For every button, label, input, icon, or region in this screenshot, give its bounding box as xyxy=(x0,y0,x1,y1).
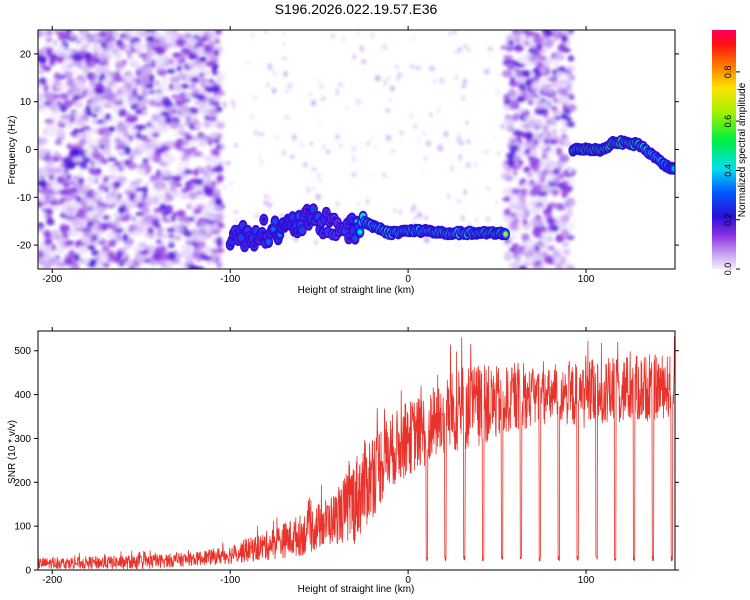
snr-y-tick-label: 400 xyxy=(14,390,31,401)
colorbar-tick-label: 0.8 xyxy=(723,66,733,79)
spectrogram-x-tick-label: 0 xyxy=(405,274,411,285)
snr-y-tick-label: 500 xyxy=(14,346,31,357)
colorbar: 0.0 0.2 0.4 0.6 0.8 Normalized spectral ampl… xyxy=(712,30,748,275)
snr-x-tick-label: 0 xyxy=(405,575,411,586)
spectrogram-x-ticks: -200 -100 0 100 xyxy=(42,26,595,285)
spectrogram-y-tick-label: 0 xyxy=(25,145,31,156)
colorbar-gradient xyxy=(712,30,736,269)
spectrogram-y-tick-label: 10 xyxy=(20,97,32,108)
colorbar-tick-label: 0.6 xyxy=(723,115,733,128)
ridge-trace xyxy=(225,135,675,253)
snr-x-tick-label: -100 xyxy=(220,575,240,586)
colorbar-ticks: 0.0 0.2 0.4 0.6 0.8 xyxy=(723,66,740,276)
noise-blobs xyxy=(38,30,577,269)
snr-y-tick-label: 0 xyxy=(25,566,31,577)
snr-y-tick-label: 100 xyxy=(14,522,31,533)
spectrogram-y-tick-label: 20 xyxy=(20,49,32,60)
colorbar-tick-label: 0.2 xyxy=(723,213,733,226)
snr-panel: -200 -100 0 100 0 100 200 300 400 500 Height of … xyxy=(7,327,679,595)
snr-y-tick-label: 200 xyxy=(14,478,31,489)
snr-y-label: SNR (10 * v/v) xyxy=(7,420,18,484)
snr-x-tick-label: 100 xyxy=(578,575,595,586)
spectrogram-x-tick-label: -200 xyxy=(42,274,62,285)
spectrogram-x-tick-label: -100 xyxy=(220,274,240,285)
snr-y-ticks: 0 100 200 300 400 500 xyxy=(14,346,679,577)
spectrogram-y-ticks: -20 -10 0 10 20 xyxy=(17,49,679,252)
colorbar-tick-label: 0.4 xyxy=(723,164,733,177)
snr-y-tick-label: 300 xyxy=(14,434,31,445)
snr-frame xyxy=(37,330,676,571)
spectrogram-x-label: Height of straight line (km) xyxy=(298,285,415,296)
spectrogram-y-tick-label: -10 xyxy=(17,193,32,204)
snr-x-tick-label: -200 xyxy=(42,575,62,586)
spectrogram-heatmap xyxy=(38,30,675,269)
figure-title: S196.2026.022.19.57.E36 xyxy=(275,1,438,17)
colorbar-tick-label: 0.0 xyxy=(723,263,733,276)
snr-x-ticks: -200 -100 0 100 xyxy=(42,327,595,586)
colorbar-label: Normalized spectral amplitude xyxy=(737,82,748,217)
spectrogram-x-tick-label: 100 xyxy=(578,274,595,285)
spectrogram-y-label: Frequency (Hz) xyxy=(7,116,18,185)
snr-series-line xyxy=(38,336,675,570)
spectrogram-y-tick-label: -20 xyxy=(17,241,32,252)
snr-x-label: Height of straight line (km) xyxy=(298,584,415,595)
